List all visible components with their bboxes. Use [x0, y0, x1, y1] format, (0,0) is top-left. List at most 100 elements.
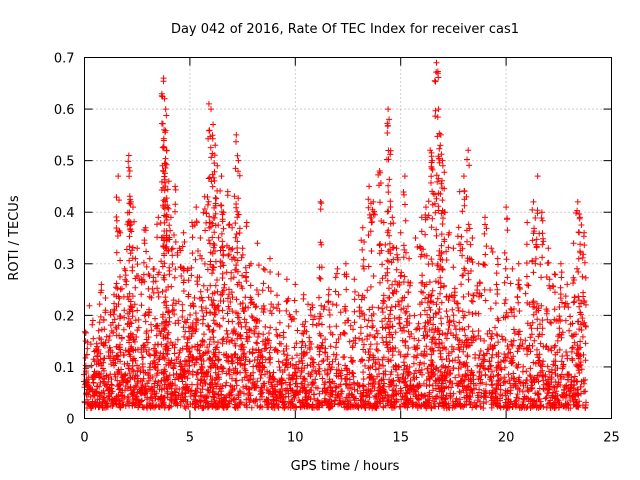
data-point — [228, 246, 234, 253]
data-point — [138, 291, 145, 298]
data-point — [316, 315, 323, 322]
data-point — [553, 317, 560, 324]
data-point — [305, 301, 311, 308]
data-point — [162, 368, 169, 375]
data-point — [448, 343, 455, 350]
data-point — [245, 304, 252, 311]
data-point — [358, 296, 365, 303]
data-point — [133, 334, 140, 340]
data-point — [577, 362, 584, 369]
data-point — [530, 398, 537, 405]
data-point — [351, 296, 358, 303]
data-point — [237, 301, 244, 307]
data-point — [132, 284, 139, 291]
data-point — [537, 261, 544, 268]
data-point — [438, 320, 445, 327]
data-point — [200, 282, 207, 289]
data-point — [276, 340, 283, 347]
data-point — [463, 401, 470, 408]
data-point — [210, 349, 217, 356]
data-point — [353, 395, 359, 402]
data-point — [236, 279, 242, 286]
data-point — [141, 342, 148, 349]
data-point — [461, 394, 468, 401]
data-point — [310, 359, 317, 366]
data-point — [326, 307, 333, 313]
data-point — [325, 385, 331, 391]
data-point — [405, 279, 412, 286]
data-point — [215, 371, 222, 378]
data-point — [570, 344, 576, 351]
data-point — [439, 265, 446, 272]
data-point — [573, 387, 579, 393]
data-point — [385, 189, 392, 196]
y-tick-label: 0.4 — [54, 206, 75, 221]
data-point — [433, 226, 440, 233]
data-point — [437, 280, 444, 287]
data-point — [169, 302, 176, 309]
data-point — [281, 351, 288, 358]
data-point — [441, 185, 448, 192]
data-point — [460, 272, 467, 279]
data-point — [292, 369, 299, 376]
data-point — [469, 328, 476, 335]
data-point — [511, 375, 518, 382]
data-point — [357, 330, 364, 337]
data-point — [396, 279, 403, 286]
data-point — [450, 390, 457, 397]
data-point — [230, 274, 237, 281]
data-point — [270, 398, 277, 405]
data-point — [284, 352, 291, 359]
data-point — [190, 303, 197, 310]
data-point — [125, 315, 132, 322]
data-point — [433, 59, 440, 66]
x-tick-label: 25 — [603, 431, 620, 446]
data-point — [242, 274, 249, 281]
data-point — [319, 344, 326, 351]
data-point — [467, 241, 474, 248]
data-point — [167, 214, 174, 221]
data-point — [229, 245, 236, 252]
data-point — [294, 327, 301, 334]
data-point — [393, 266, 400, 273]
data-point — [539, 217, 546, 224]
data-point — [361, 341, 367, 348]
data-point — [410, 353, 417, 360]
data-point — [112, 284, 119, 291]
data-point — [204, 344, 211, 351]
data-point — [126, 233, 133, 240]
data-point — [370, 323, 376, 329]
data-point — [260, 380, 267, 387]
data-point — [326, 286, 332, 293]
data-point — [376, 168, 383, 174]
data-point — [502, 378, 509, 385]
data-point — [220, 335, 227, 342]
data-point — [527, 373, 534, 380]
data-point — [102, 404, 109, 411]
data-point — [539, 373, 546, 380]
data-point — [564, 355, 571, 362]
data-point — [127, 250, 134, 257]
data-point — [352, 288, 358, 295]
data-point — [578, 366, 585, 373]
data-point — [351, 276, 358, 283]
data-point — [428, 298, 435, 305]
data-point — [481, 337, 488, 344]
data-point — [299, 339, 306, 346]
data-point — [508, 375, 515, 381]
data-point — [427, 147, 434, 154]
data-point — [405, 328, 412, 335]
data-point — [294, 352, 300, 359]
data-point — [438, 340, 445, 346]
data-point — [415, 320, 422, 327]
data-point — [316, 274, 323, 281]
data-point — [476, 290, 483, 297]
data-point — [231, 193, 238, 200]
data-point — [129, 293, 136, 300]
data-point — [392, 329, 399, 336]
data-point — [224, 310, 231, 317]
data-point — [581, 242, 588, 249]
data-point — [533, 404, 540, 411]
data-point — [220, 251, 227, 258]
data-point — [218, 385, 225, 392]
